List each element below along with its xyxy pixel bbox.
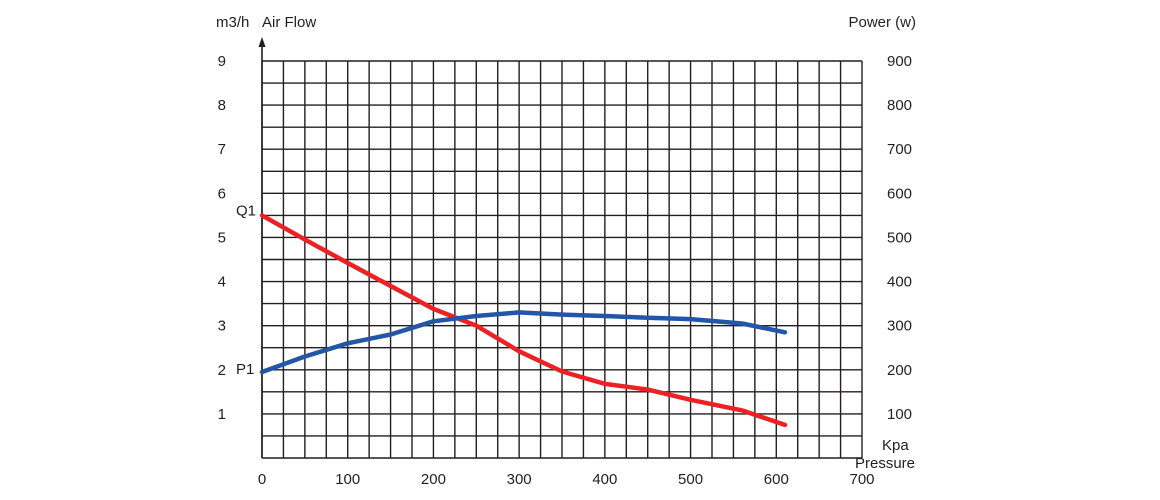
y-left-tick-label: 7 — [218, 141, 226, 158]
x-tick-label: 600 — [764, 471, 789, 488]
x-label: Pressure — [855, 455, 915, 472]
x-tick-label: 100 — [335, 471, 360, 488]
y-left-tick-label: 8 — [218, 97, 226, 114]
x-tick-label: 400 — [592, 471, 617, 488]
y-right-tick-label: 800 — [887, 97, 912, 114]
x-tick-labels: 0 100 200 300 400 500 600 700 — [258, 471, 875, 488]
series-labels: Q1 P1 — [236, 202, 256, 378]
left-tick-labels: 1 2 3 4 5 6 7 8 9 — [218, 53, 226, 423]
y-axis-arrow — [258, 37, 266, 47]
series-line-p1 — [259, 310, 788, 375]
y-right-tick-label: 100 — [887, 406, 912, 423]
x-tick-label: 700 — [849, 471, 874, 488]
y-right-tick-label: 500 — [887, 229, 912, 246]
y-right-tick-label: 300 — [887, 318, 912, 335]
y-left-tick-label: 6 — [218, 185, 226, 202]
y-left-unit: m3/h — [216, 14, 249, 31]
y-left-tick-label: 1 — [218, 406, 226, 423]
y-left-tick-label: 4 — [218, 274, 226, 291]
y-left-label: Air Flow — [262, 14, 316, 31]
x-tick-label: 0 — [258, 471, 266, 488]
y-right-tick-label: 900 — [887, 53, 912, 70]
series-label-p1: P1 — [236, 361, 254, 378]
y-left-tick-label: 2 — [218, 362, 226, 379]
y-right-tick-label: 700 — [887, 141, 912, 158]
right-tick-labels: 100 200 300 400 500 600 700 800 900 — [887, 53, 912, 423]
axes — [258, 37, 266, 458]
series-label-q1: Q1 — [236, 202, 256, 219]
y-left-tick-label: 9 — [218, 53, 226, 70]
y-left-tick-label: 5 — [218, 229, 226, 246]
series-line-q1 — [259, 213, 788, 428]
y-left-tick-label: 3 — [218, 318, 226, 335]
series — [259, 213, 788, 428]
x-unit: Kpa — [882, 437, 909, 454]
y-right-tick-label: 400 — [887, 274, 912, 291]
y-right-tick-label: 200 — [887, 362, 912, 379]
x-tick-label: 300 — [507, 471, 532, 488]
y-right-label: Power (w) — [848, 14, 916, 31]
x-tick-label: 200 — [421, 471, 446, 488]
x-tick-label: 500 — [678, 471, 703, 488]
grid — [261, 60, 863, 459]
y-right-tick-label: 600 — [887, 185, 912, 202]
